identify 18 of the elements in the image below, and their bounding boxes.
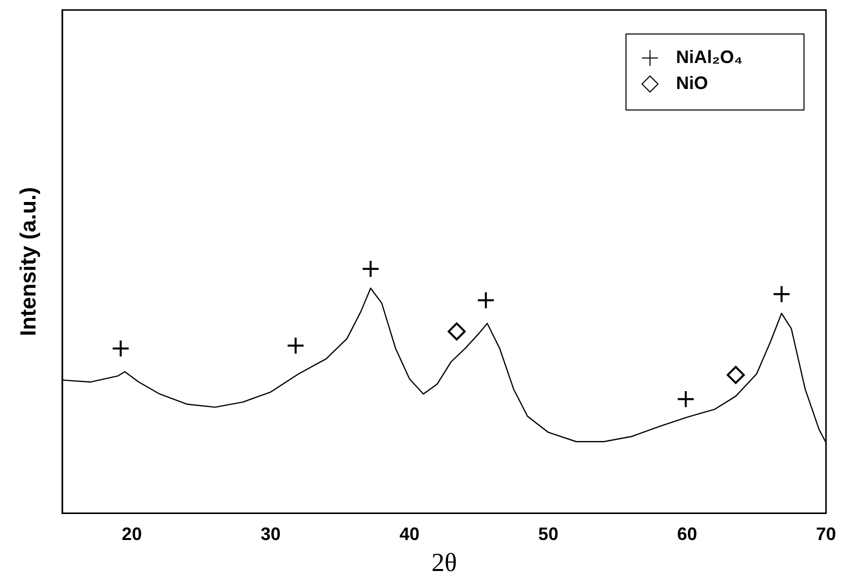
point	[112, 340, 130, 358]
x-tick-label: 20	[122, 524, 142, 544]
point	[726, 366, 745, 384]
legend-label: NiO	[676, 72, 708, 93]
point	[676, 390, 695, 408]
point	[286, 336, 305, 355]
x-tick-label: 50	[538, 524, 558, 544]
point	[476, 291, 495, 310]
point	[772, 285, 791, 304]
x-tick-label: 30	[260, 524, 281, 544]
legend-label: NiAl₂O₄	[676, 46, 743, 67]
x-axis-title: 2θ	[431, 548, 457, 578]
point	[362, 260, 380, 278]
x-tick-label: 60	[677, 524, 698, 544]
x-tick-label: 70	[816, 524, 836, 544]
point	[448, 322, 466, 340]
x-tick-label: 40	[399, 524, 420, 544]
y-axis-title: Intensity (a.u.)	[15, 187, 40, 336]
